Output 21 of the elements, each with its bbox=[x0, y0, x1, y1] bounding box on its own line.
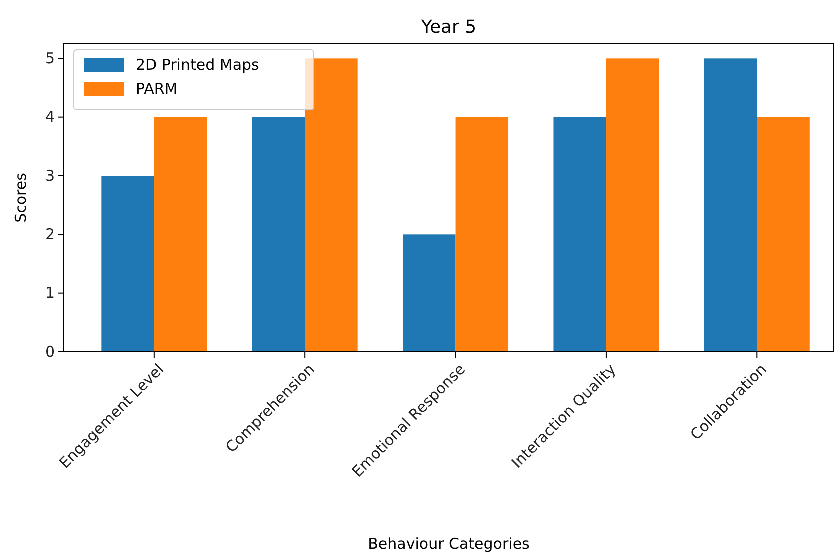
bar bbox=[456, 117, 509, 352]
bar bbox=[757, 117, 810, 352]
chart-title: Year 5 bbox=[420, 17, 477, 38]
bar bbox=[154, 117, 208, 352]
x-axis-title: Behaviour Categories bbox=[368, 535, 530, 553]
y-tick-label: 0 bbox=[45, 342, 55, 361]
bar bbox=[252, 117, 306, 352]
bar bbox=[305, 58, 358, 352]
bar bbox=[704, 58, 758, 352]
legend-label: PARM bbox=[136, 80, 178, 98]
legend-label: 2D Printed Maps bbox=[136, 56, 260, 74]
bar bbox=[102, 176, 154, 352]
y-tick-label: 2 bbox=[45, 225, 55, 244]
y-tick-label: 1 bbox=[45, 284, 55, 302]
y-tick-label: 5 bbox=[45, 49, 55, 68]
bar bbox=[554, 117, 606, 352]
y-axis-title: Scores bbox=[12, 172, 30, 223]
y-tick-label: 3 bbox=[45, 166, 55, 185]
bar bbox=[403, 234, 456, 352]
bar bbox=[606, 58, 660, 352]
y-tick-label: 4 bbox=[45, 108, 55, 126]
